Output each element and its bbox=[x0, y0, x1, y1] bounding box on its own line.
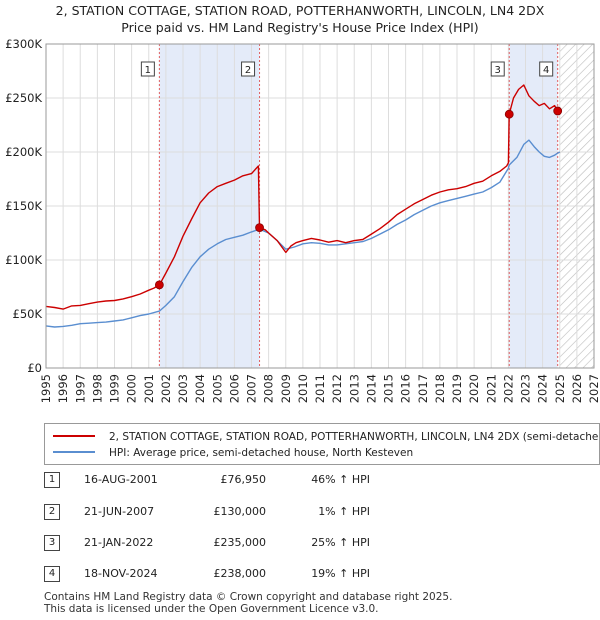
hpi-series-line bbox=[45, 139, 561, 328]
x-tick-label: 2020 bbox=[467, 374, 481, 403]
x-tick-label: 2006 bbox=[227, 374, 241, 403]
sale-label-number: 4 bbox=[543, 65, 549, 76]
sale-label-box: 4 bbox=[539, 61, 554, 77]
sale-label-number: 2 bbox=[245, 65, 251, 76]
legend-swatch-hpi bbox=[53, 451, 95, 453]
sale-label-box: 1 bbox=[140, 61, 155, 77]
sale-label-number: 3 bbox=[495, 65, 501, 76]
sale-hpi-change: 1% ↑ HPI bbox=[318, 505, 370, 518]
x-tick-label: 1995 bbox=[39, 374, 53, 403]
sale-price: £235,000 bbox=[213, 536, 267, 549]
x-tick-label: 2002 bbox=[159, 374, 173, 403]
x-tick-label: 2001 bbox=[142, 374, 156, 403]
x-tick-label: 2021 bbox=[484, 374, 498, 403]
sale-number-badge: 3 bbox=[44, 535, 60, 551]
y-tick-label: £50K bbox=[13, 307, 43, 321]
footer-attribution: Contains HM Land Registry data © Crown c… bbox=[44, 591, 452, 615]
chart-title: 2, STATION COTTAGE, STATION ROAD, POTTER… bbox=[0, 2, 600, 36]
sale-point bbox=[504, 109, 514, 119]
x-tick-label: 1998 bbox=[90, 374, 104, 403]
x-tick-label: 2023 bbox=[519, 374, 533, 403]
x-tick-label: 2007 bbox=[245, 374, 259, 403]
sale-label-box: 2 bbox=[241, 61, 256, 77]
x-tick-label: 2018 bbox=[433, 374, 447, 403]
sale-point bbox=[255, 223, 264, 233]
sale-number-badge: 2 bbox=[44, 504, 60, 520]
x-tick-label: 2005 bbox=[210, 374, 224, 403]
x-tick-label: 2004 bbox=[193, 374, 207, 403]
sale-hpi-change: 19% ↑ HPI bbox=[311, 567, 370, 580]
x-tick-label: 1999 bbox=[108, 374, 122, 403]
y-tick-label: £250K bbox=[5, 91, 42, 105]
x-tick-label: 2022 bbox=[501, 374, 515, 403]
legend-item-hpi: HPI: Average price, semi-detached house,… bbox=[53, 445, 413, 461]
sale-number-badge: 4 bbox=[44, 566, 60, 582]
legend-label-hpi: HPI: Average price, semi-detached house,… bbox=[109, 447, 414, 459]
x-tick-label: 2009 bbox=[279, 374, 293, 403]
x-tick-label: 2000 bbox=[125, 374, 139, 403]
sale-date: 21-JAN-2022 bbox=[84, 536, 154, 549]
x-tick-label: 2003 bbox=[176, 374, 190, 403]
x-tick-label: 2008 bbox=[262, 374, 276, 403]
sale-price: £238,000 bbox=[213, 567, 267, 580]
x-tick-label: 2019 bbox=[450, 374, 464, 403]
sale-label-box: 3 bbox=[490, 61, 505, 77]
x-tick-label: 1996 bbox=[56, 374, 70, 403]
sale-label-box-frame bbox=[241, 61, 256, 77]
sale-label-box-frame bbox=[539, 61, 554, 77]
y-tick-label: £150K bbox=[5, 199, 42, 213]
legend-label-property: 2, STATION COTTAGE, STATION ROAD, POTTER… bbox=[109, 431, 600, 443]
sale-label-box-frame bbox=[140, 61, 155, 77]
property-price-series-line bbox=[45, 84, 561, 310]
sale-label-number: 1 bbox=[145, 65, 151, 76]
sale-row: 2 21-JUN-2007 £130,000 1% ↑ HPI bbox=[44, 504, 404, 524]
x-tick-label: 2024 bbox=[536, 374, 550, 403]
x-tick-label: 2015 bbox=[382, 374, 396, 403]
x-tick-label: 2026 bbox=[570, 374, 584, 403]
sale-point bbox=[154, 280, 164, 290]
plot-frame bbox=[45, 43, 595, 369]
sale-point bbox=[553, 106, 563, 116]
sale-date: 18-NOV-2024 bbox=[84, 567, 158, 580]
x-tick-label: 2025 bbox=[553, 374, 567, 403]
sale-date: 21-JUN-2007 bbox=[84, 505, 155, 518]
sale-row: 4 18-NOV-2024 £238,000 19% ↑ HPI bbox=[44, 566, 404, 586]
x-tick-label: 2016 bbox=[399, 374, 413, 403]
sale-row: 1 16-AUG-2001 £76,950 46% ↑ HPI bbox=[44, 472, 404, 492]
x-tick-label: 2017 bbox=[416, 374, 430, 403]
x-tick-label: 1997 bbox=[73, 374, 87, 403]
x-tick-label: 2014 bbox=[364, 374, 378, 403]
price-chart: 1 2 3 4 £0 £50K £100K £150K £200K £250K £300K 1995… bbox=[5, 37, 600, 403]
sale-number-badge: 1 bbox=[44, 472, 60, 488]
x-tick-label: 2027 bbox=[587, 374, 600, 403]
legend-swatch-property bbox=[53, 435, 95, 437]
sale-label-box-frame bbox=[490, 61, 505, 77]
sale-price: £76,950 bbox=[220, 473, 267, 486]
sale-row: 3 21-JAN-2022 £235,000 25% ↑ HPI bbox=[44, 535, 404, 555]
chart-title-line-1: 2, STATION COTTAGE, STATION ROAD, POTTER… bbox=[55, 3, 545, 18]
legend-item-property: 2, STATION COTTAGE, STATION ROAD, POTTER… bbox=[53, 429, 600, 445]
sale-price: £130,000 bbox=[213, 505, 267, 518]
x-tick-label: 2011 bbox=[313, 374, 327, 403]
y-tick-label: £300K bbox=[5, 37, 42, 51]
x-tick-label: 2010 bbox=[296, 374, 310, 403]
y-tick-label: £100K bbox=[5, 253, 42, 267]
x-tick-label: 2013 bbox=[347, 374, 361, 403]
footer-line-licence: This data is licensed under the Open Gov… bbox=[44, 603, 379, 615]
sale-hpi-change: 25% ↑ HPI bbox=[311, 536, 370, 549]
y-tick-label: £0 bbox=[27, 361, 42, 375]
footer-line-copyright: Contains HM Land Registry data © Crown c… bbox=[44, 591, 453, 603]
legend: 2, STATION COTTAGE, STATION ROAD, POTTER… bbox=[44, 423, 600, 465]
sale-date: 16-AUG-2001 bbox=[84, 473, 158, 486]
sale-hpi-change: 46% ↑ HPI bbox=[311, 473, 370, 486]
chart-title-line-2: Price paid vs. HM Land Registry's House … bbox=[121, 20, 479, 35]
x-tick-label: 2012 bbox=[330, 374, 344, 403]
y-tick-label: £200K bbox=[5, 145, 42, 159]
